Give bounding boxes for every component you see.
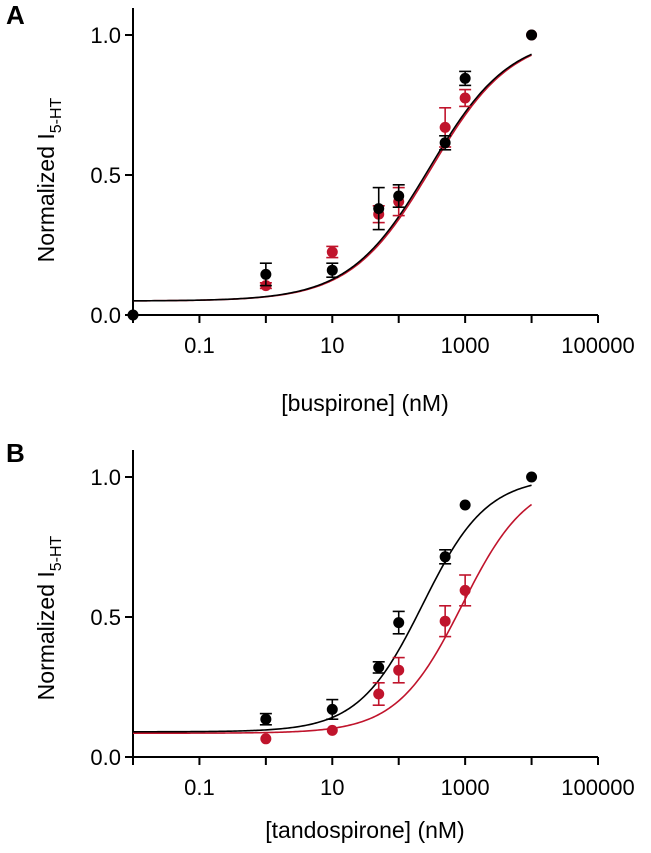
y-axis-label-main: Normalized I <box>33 571 59 700</box>
x-tick-label: 10 <box>320 333 344 358</box>
data-point <box>373 661 385 673</box>
data-point <box>326 246 338 258</box>
y-tick-label: 1.0 <box>90 23 121 48</box>
y-tick-label: 0.0 <box>90 745 121 770</box>
data-point <box>127 309 139 321</box>
y-axis-label: Normalized I5-HT <box>33 97 65 262</box>
y-tick-label: 0.5 <box>90 605 121 630</box>
x-tick-label: 0.1 <box>184 775 215 800</box>
data-point <box>326 703 338 715</box>
x-tick-label: 100000 <box>561 333 634 358</box>
panel-a: A 0.0 0.5 1.0 0.1 10 1000 100000 [buspirone] (… <box>6 0 635 416</box>
data-point <box>393 617 405 629</box>
data-point <box>260 268 272 280</box>
x-axis-label: [tandospirone] (nM) <box>265 817 464 843</box>
y-tick-label: 0.0 <box>90 303 121 328</box>
plot-area: 0.0 0.5 1.0 0.1 10 1000 100000 <box>90 450 635 800</box>
y-tick-label: 1.0 <box>90 465 121 490</box>
data-point <box>260 733 272 745</box>
data-point <box>373 688 385 700</box>
y-tick-label: 0.5 <box>90 163 121 188</box>
x-axis-label: [buspirone] (nM) <box>281 390 448 416</box>
y-axis-label-main: Normalized I <box>33 133 59 262</box>
x-tick-label: 10 <box>320 775 344 800</box>
data-point <box>326 264 338 276</box>
panel-label: A <box>6 0 25 30</box>
panel-b: B 0.0 0.5 1.0 0.1 10 1000 100000 [tandospirone… <box>6 438 635 843</box>
data-point <box>393 664 405 676</box>
x-tick-label: 0.1 <box>184 333 215 358</box>
data-point <box>459 584 471 596</box>
y-axis-label-subscript: 5-HT <box>48 535 65 571</box>
data-point <box>373 203 385 215</box>
data-point <box>459 499 471 511</box>
data-point <box>526 29 538 41</box>
data-point <box>439 615 451 627</box>
data-point <box>459 92 471 104</box>
panel-label: B <box>6 438 25 468</box>
data-point <box>393 190 405 202</box>
plot-area: 0.0 0.5 1.0 0.1 10 1000 100000 <box>90 8 635 358</box>
data-point <box>439 121 451 133</box>
data-point <box>526 471 538 483</box>
data-point <box>326 724 338 736</box>
y-axis-label: Normalized I5-HT <box>33 535 65 700</box>
data-point <box>459 72 471 84</box>
data-point <box>260 713 272 725</box>
x-tick-label: 1000 <box>441 775 490 800</box>
y-axis-label-subscript: 5-HT <box>48 97 65 133</box>
data-point <box>439 137 451 149</box>
data-point <box>439 551 451 563</box>
x-tick-label: 100000 <box>561 775 634 800</box>
fit-curve <box>133 484 532 733</box>
fit-curve <box>132 53 532 302</box>
x-tick-label: 1000 <box>441 333 490 358</box>
